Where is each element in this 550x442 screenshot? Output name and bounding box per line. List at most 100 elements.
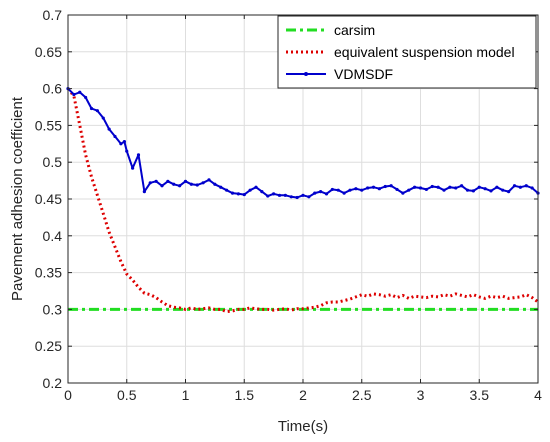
data-point <box>178 184 182 188</box>
y-tick-label: 0.55 <box>35 117 62 133</box>
data-point <box>283 193 287 197</box>
data-point <box>342 191 346 195</box>
y-tick-label: 0.35 <box>35 265 62 281</box>
series-layer <box>66 87 540 314</box>
data-point <box>201 181 205 185</box>
data-point <box>471 189 475 193</box>
data-point <box>213 182 217 186</box>
data-point <box>336 188 340 192</box>
data-point <box>219 185 223 189</box>
legend-label: equivalent suspension model <box>334 44 515 60</box>
data-point <box>172 182 176 186</box>
data-point <box>483 187 487 191</box>
data-point <box>436 185 440 189</box>
series-line <box>66 87 539 314</box>
x-tick-labels: 0 0.5 1 1.5 2 2.5 3 3.5 4 <box>64 387 542 403</box>
legend-item: equivalent suspension model <box>286 44 515 60</box>
data-point <box>442 188 446 192</box>
y-tick-labels: 0.2 0.25 0.3 0.35 0.4 0.45 0.5 0.55 0.6 0.65 0.7 <box>35 7 62 391</box>
data-point <box>160 184 164 188</box>
x-axis-label: Time(s) <box>278 418 328 435</box>
data-point <box>195 183 199 187</box>
legend-label: VDMSDF <box>334 66 393 82</box>
x-tick-label: 3.5 <box>470 387 490 403</box>
data-point <box>301 193 305 197</box>
x-tick-label: 2 <box>299 387 307 403</box>
data-point <box>348 188 352 192</box>
data-point <box>189 182 193 186</box>
legend-label: carsim <box>334 22 375 38</box>
data-point <box>460 184 464 188</box>
legend: carsim equivalent suspension model VDMSDF <box>277 15 537 89</box>
data-point <box>148 181 152 185</box>
data-point <box>260 190 264 194</box>
data-point <box>389 184 393 188</box>
data-point <box>113 134 117 139</box>
data-point <box>266 194 270 198</box>
data-point <box>131 166 135 170</box>
data-point <box>136 153 141 157</box>
data-point <box>413 185 417 189</box>
data-point <box>366 186 370 190</box>
y-tick-label: 0.5 <box>43 154 63 170</box>
series-equivalent-suspension-model <box>66 87 539 314</box>
data-point <box>242 192 246 197</box>
data-point <box>122 139 126 144</box>
data-point <box>272 192 276 196</box>
legend-item: carsim <box>286 22 375 38</box>
x-tick-label: 2.5 <box>352 387 372 403</box>
data-point <box>524 184 528 188</box>
y-tick-label: 0.2 <box>43 375 63 391</box>
data-point <box>371 185 376 189</box>
data-point <box>407 188 411 192</box>
data-point <box>489 189 493 193</box>
legend-marker <box>304 72 308 76</box>
data-point <box>401 191 405 195</box>
data-point <box>236 192 240 196</box>
data-point <box>360 188 364 192</box>
data-point <box>448 185 452 189</box>
data-point <box>395 187 399 192</box>
data-point <box>95 109 99 113</box>
data-point <box>501 188 505 192</box>
data-point <box>166 179 170 183</box>
data-point <box>324 192 329 196</box>
data-point <box>84 95 88 100</box>
data-point <box>289 195 293 199</box>
y-tick-label: 0.25 <box>35 338 62 354</box>
data-point <box>495 185 499 189</box>
data-point <box>430 184 434 189</box>
data-point <box>154 179 158 183</box>
data-point <box>119 142 123 146</box>
y-tick-label: 0.45 <box>35 191 62 207</box>
data-point <box>254 185 258 189</box>
data-point <box>518 185 522 189</box>
x-tick-label: 3 <box>417 387 425 403</box>
data-point <box>319 190 323 194</box>
data-point <box>107 127 111 131</box>
data-point <box>277 193 282 197</box>
data-point <box>78 90 82 94</box>
data-point <box>377 187 381 191</box>
data-point <box>183 179 188 183</box>
x-tick-label: 1.5 <box>235 387 255 403</box>
data-point <box>507 190 511 194</box>
data-point <box>125 149 129 153</box>
data-point <box>230 191 235 195</box>
data-point <box>330 187 334 192</box>
data-point <box>72 92 76 97</box>
data-point <box>477 185 481 189</box>
data-point <box>465 188 470 192</box>
y-tick-label: 0.4 <box>43 228 63 244</box>
y-tick-label: 0.7 <box>43 7 63 23</box>
legend-item: VDMSDF <box>286 66 393 82</box>
data-point <box>354 187 358 191</box>
y-tick-label: 0.65 <box>35 44 62 60</box>
y-tick-label: 0.6 <box>43 81 63 97</box>
data-point <box>307 195 311 199</box>
data-point <box>454 186 458 190</box>
data-point <box>424 187 428 192</box>
data-point <box>248 188 252 192</box>
data-point <box>418 186 423 190</box>
